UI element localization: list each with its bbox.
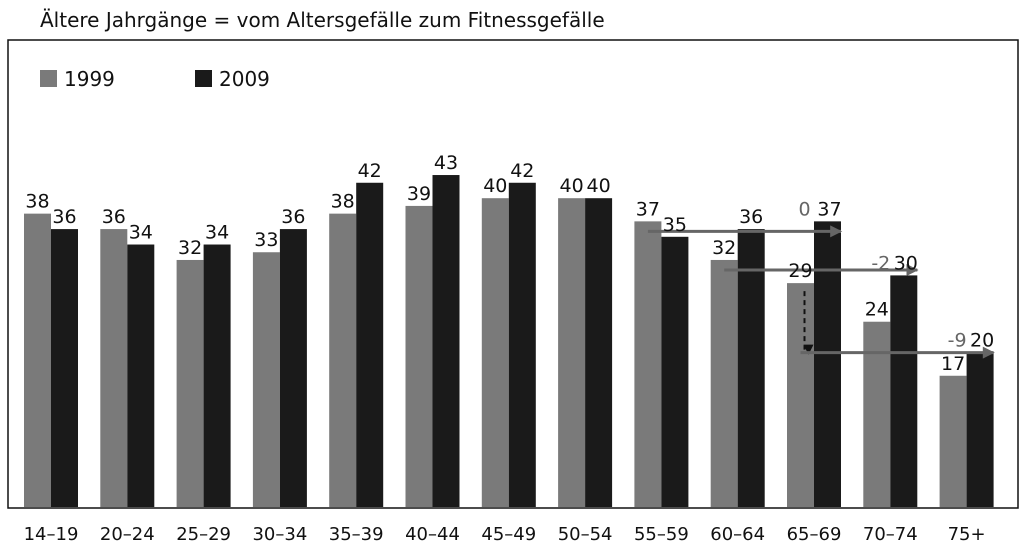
bar-2009-30–34 xyxy=(279,229,307,507)
bar-2009-75+ xyxy=(966,352,994,507)
value-label-2009-45–49: 42 xyxy=(510,160,534,182)
bar-1999-20–24 xyxy=(100,229,128,507)
legend-swatch-1999 xyxy=(40,70,57,87)
value-label-2009-35–39: 42 xyxy=(358,160,382,182)
value-label-2009-55–59: 35 xyxy=(663,214,687,236)
category-label-50–54: 50–54 xyxy=(558,524,613,545)
value-label-1999-50–54: 40 xyxy=(560,175,584,197)
category-label-55–59: 55–59 xyxy=(634,524,689,545)
value-label-1999-60–64: 32 xyxy=(712,237,736,259)
bar-1999-25–29 xyxy=(176,259,204,507)
bar-2009-50–54 xyxy=(585,198,613,507)
value-label-1999-45–49: 40 xyxy=(483,175,507,197)
annotation-label-1: -2 xyxy=(871,252,890,274)
value-label-1999-65–69: 29 xyxy=(788,260,812,282)
bar-1999-65–69 xyxy=(787,283,814,507)
bar-1999-75+ xyxy=(939,375,967,507)
value-label-1999-20–24: 36 xyxy=(102,206,126,228)
arrows xyxy=(647,225,995,359)
plot-frame xyxy=(7,39,1019,509)
category-label-40–44: 40–44 xyxy=(405,524,460,545)
category-label-25–29: 25–29 xyxy=(176,524,231,545)
annotation-label-2: -9 xyxy=(948,330,967,352)
value-label-2009-14–19: 36 xyxy=(52,206,76,228)
value-label-2009-60–64: 36 xyxy=(739,206,763,228)
annotation-label-0: 0 xyxy=(798,198,810,220)
bar-2009-40–44 xyxy=(432,175,460,508)
bar-1999-14–19 xyxy=(24,213,51,507)
bars xyxy=(24,175,994,508)
bar-2009-35–39 xyxy=(356,182,384,507)
bar-1999-70–74 xyxy=(863,321,891,507)
category-label-70–74: 70–74 xyxy=(863,524,918,545)
category-label-14–19: 14–19 xyxy=(24,524,79,545)
category-label-45–49: 45–49 xyxy=(481,524,536,545)
category-label-30–34: 30–34 xyxy=(252,524,307,545)
bar-1999-30–34 xyxy=(252,252,280,507)
value-label-2009-70–74: 30 xyxy=(894,252,918,274)
bar-1999-50–54 xyxy=(558,198,586,507)
legend: 1999 2009 xyxy=(40,67,270,91)
category-axis: 14–19 20–24 25–29 30–34 35–39 40–44 45–49 50–54… xyxy=(24,524,986,545)
bar-2009-60–64 xyxy=(737,229,765,507)
bar-1999-35–39 xyxy=(329,213,357,507)
bar-1999-55–59 xyxy=(634,221,662,508)
bar-2009-20–24 xyxy=(127,244,155,507)
category-label-60–64: 60–64 xyxy=(710,524,765,545)
value-label-2009-25–29: 34 xyxy=(205,222,229,244)
value-label-1999-55–59: 37 xyxy=(636,198,660,220)
category-label-65–69: 65–69 xyxy=(787,524,842,545)
bar-1999-40–44 xyxy=(405,205,433,508)
bar-2009-45–49 xyxy=(508,182,536,507)
bar-2009-55–59 xyxy=(661,236,689,508)
legend-swatch-2009 xyxy=(195,70,212,87)
bar-1999-60–64 xyxy=(710,259,738,507)
value-label-1999-14–19: 38 xyxy=(25,191,49,213)
value-label-2009-20–24: 34 xyxy=(129,222,153,244)
category-label-20–24: 20–24 xyxy=(100,524,155,545)
bar-2009-65–69 xyxy=(814,221,841,508)
legend-label-1999: 1999 xyxy=(64,67,115,91)
value-label-1999-30–34: 33 xyxy=(254,229,278,251)
category-label-35–39: 35–39 xyxy=(329,524,384,545)
value-label-2009-65–69: 37 xyxy=(817,198,841,220)
legend-label-2009: 2009 xyxy=(219,67,270,91)
chart-title: Ältere Jahrgänge = vom Altersgefälle zum… xyxy=(40,8,605,32)
value-label-1999-75+: 17 xyxy=(941,353,965,375)
value-label-1999-35–39: 38 xyxy=(331,191,355,213)
value-label-2009-50–54: 40 xyxy=(587,175,611,197)
category-label-75+: 75+ xyxy=(948,524,986,545)
value-label-1999-70–74: 24 xyxy=(865,299,889,321)
bar-2009-70–74 xyxy=(890,275,918,507)
value-label-2009-40–44: 43 xyxy=(434,152,458,174)
value-label-2009-75+: 20 xyxy=(970,330,994,352)
value-label-1999-25–29: 32 xyxy=(178,237,202,259)
bar-1999-45–49 xyxy=(481,198,509,507)
bar-2009-25–29 xyxy=(203,244,231,507)
bar-2009-14–19 xyxy=(51,229,78,507)
value-label-1999-40–44: 39 xyxy=(407,183,431,205)
value-label-2009-30–34: 36 xyxy=(281,206,305,228)
